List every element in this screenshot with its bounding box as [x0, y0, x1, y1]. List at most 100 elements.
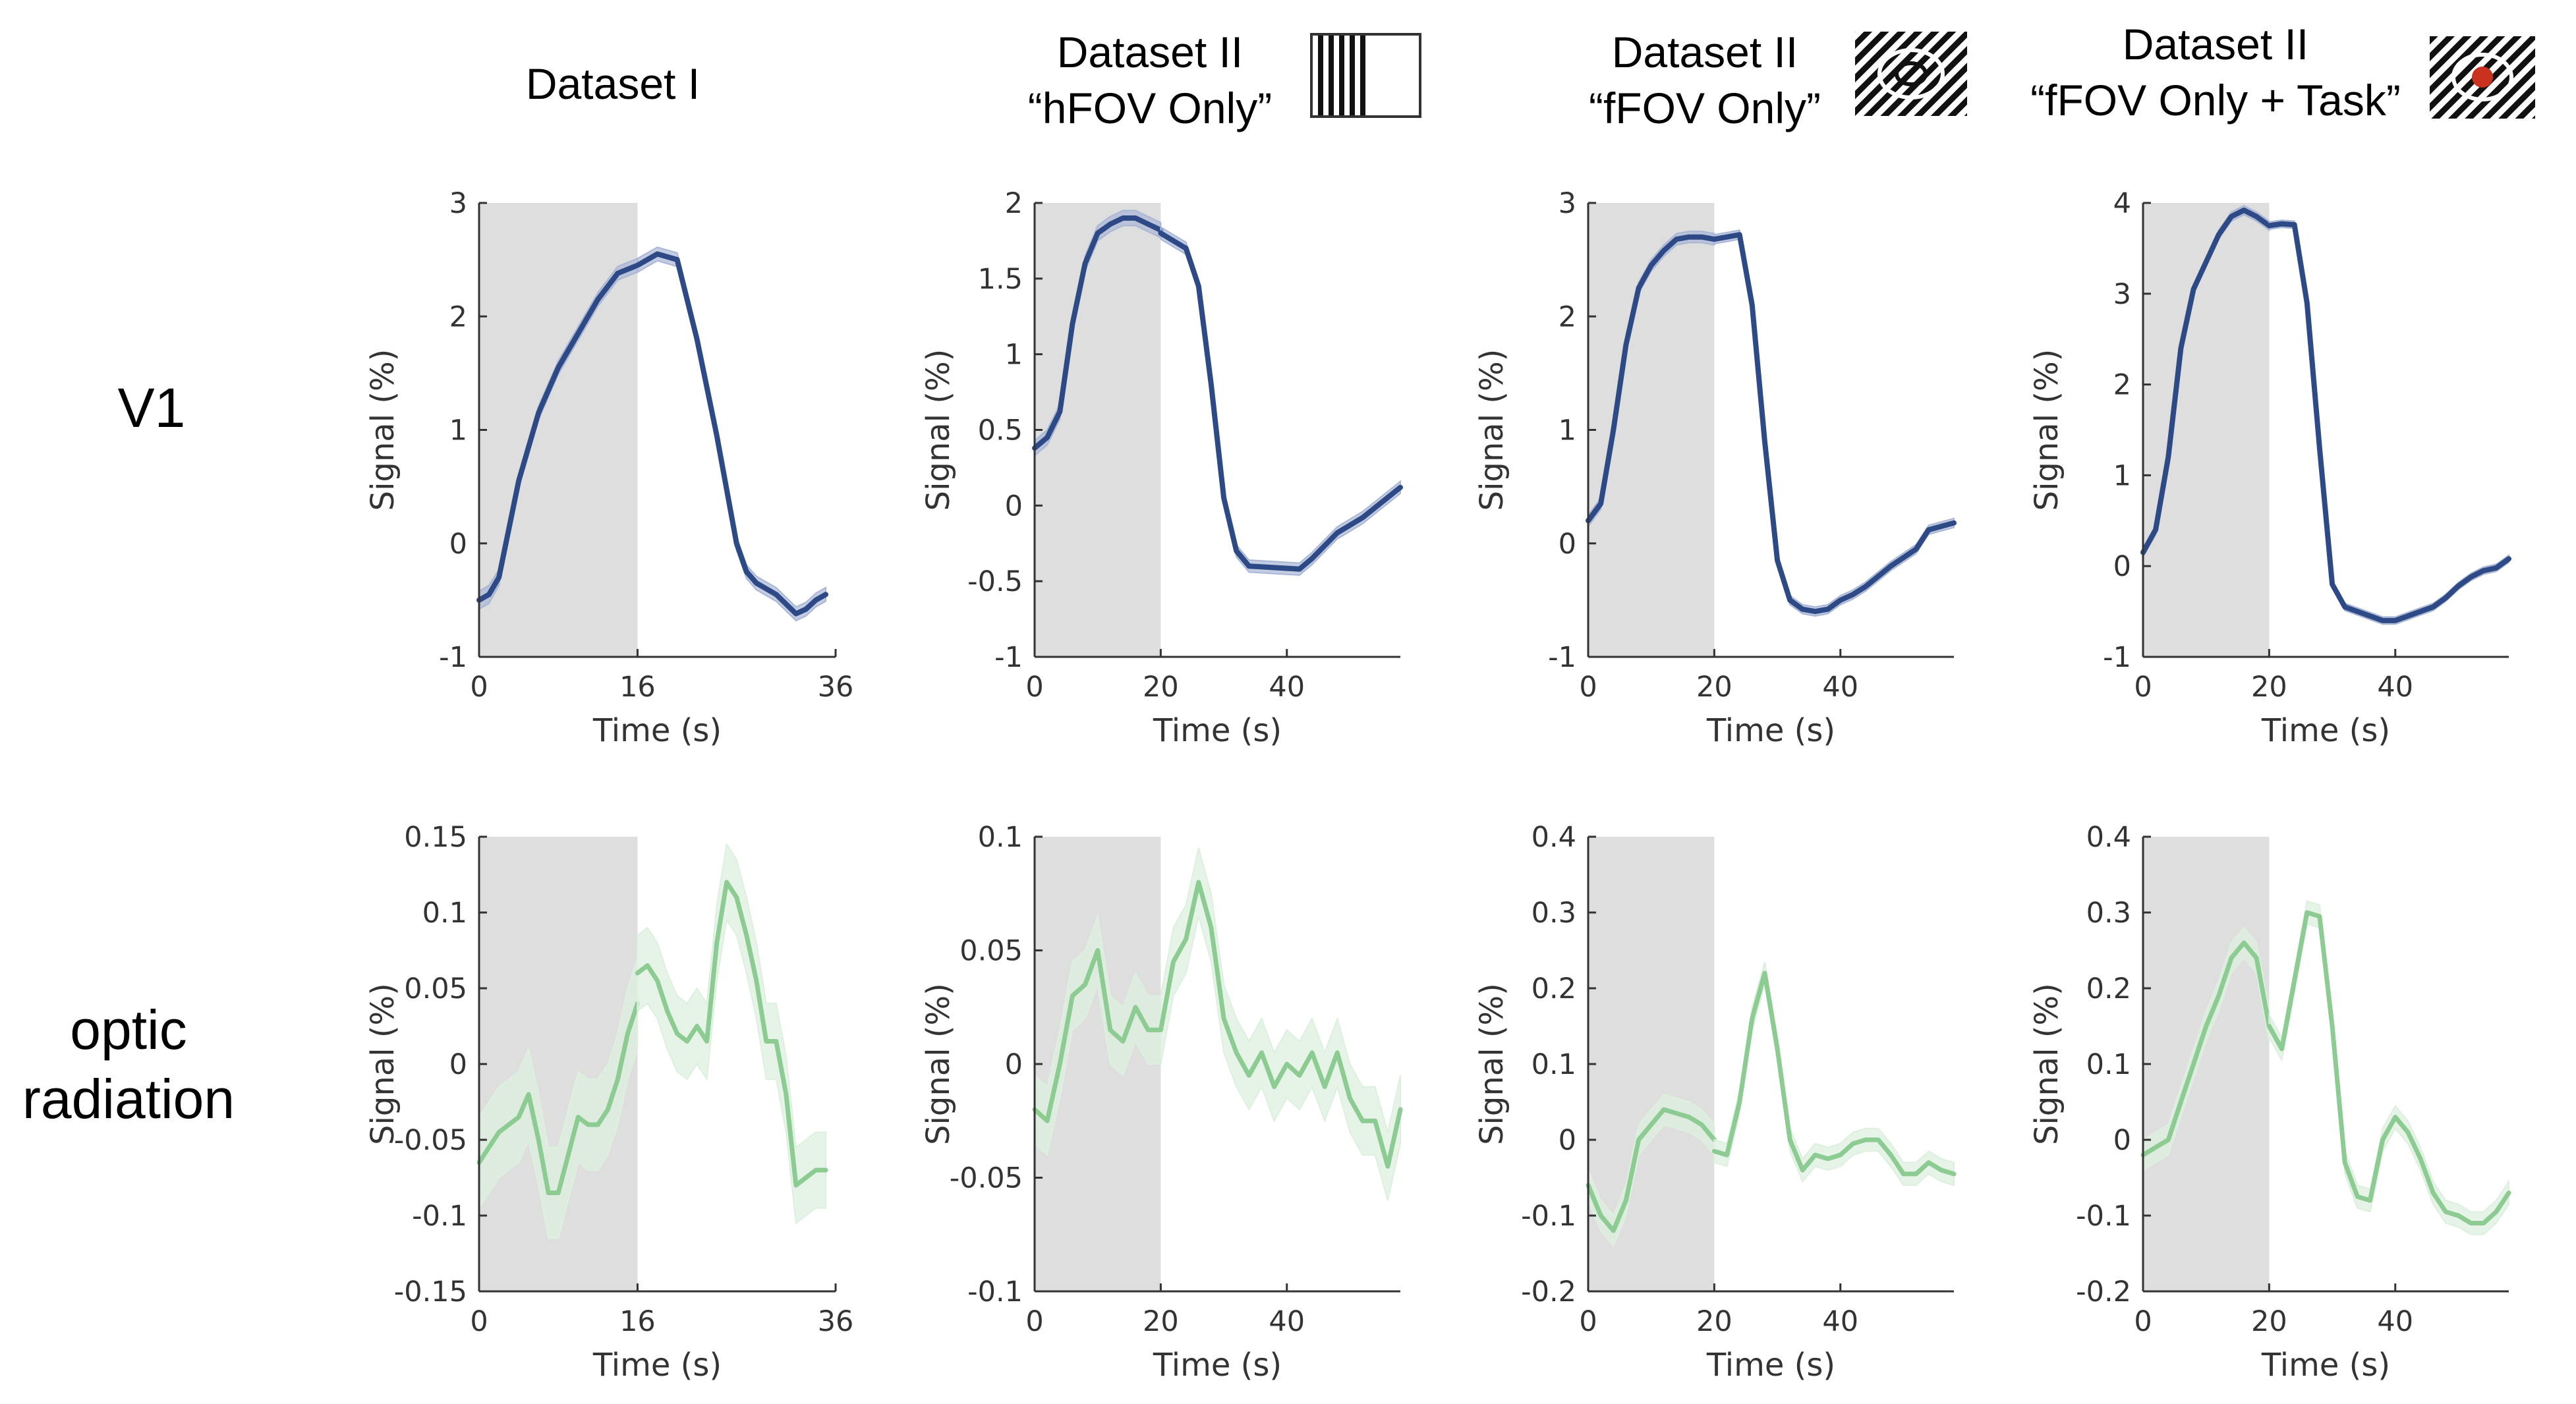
data-point — [1260, 1051, 1263, 1054]
x-axis-label: Time (s) — [592, 712, 722, 749]
data-point — [547, 1191, 550, 1194]
data-point — [1902, 1172, 1905, 1175]
data-point — [2356, 610, 2359, 613]
row-label-v1: V1 — [118, 377, 186, 439]
data-point — [1953, 521, 1955, 524]
data-point — [1235, 549, 1238, 553]
data-point — [1122, 1040, 1124, 1043]
data-point — [1083, 983, 1087, 986]
data-point — [2167, 455, 2170, 459]
y-tick-label: 0.2 — [2086, 972, 2131, 1005]
data-point — [2457, 1214, 2460, 1217]
data-point — [2381, 619, 2384, 622]
y-tick-label: -0.5 — [967, 565, 1023, 598]
data-point — [1789, 1138, 1792, 1141]
data-point — [774, 1040, 778, 1043]
data-point — [1700, 235, 1703, 239]
data-point — [1046, 436, 1049, 439]
data-point — [705, 1040, 708, 1043]
x-tick-label: 40 — [1269, 1305, 1305, 1338]
data-point — [1373, 1119, 1377, 1123]
y-tick-label: -0.1 — [412, 1200, 467, 1233]
y-tick-label: 3 — [449, 187, 467, 220]
column-title-ffov-line2: “fFOV Only” — [1589, 84, 1821, 132]
y-tick-label: -0.2 — [2076, 1276, 2131, 1308]
series-line-1 — [2266, 910, 2511, 1225]
data-point — [1939, 1169, 1943, 1171]
data-point — [1311, 557, 1313, 560]
stimulus-block — [2143, 837, 2270, 1291]
data-point — [2507, 557, 2510, 561]
data-point — [1172, 960, 1175, 963]
y-tick-label: -1 — [1548, 641, 1576, 674]
data-point — [1662, 1108, 1665, 1111]
data-point — [1209, 926, 1213, 929]
data-point — [2217, 233, 2220, 237]
y-tick-label: 2 — [1559, 300, 1576, 333]
data-point — [1713, 1150, 1716, 1153]
data-point — [1083, 262, 1087, 265]
data-point — [1864, 1138, 1867, 1141]
data-point — [1624, 343, 1628, 347]
data-point — [557, 366, 560, 369]
data-point — [2406, 615, 2409, 617]
x-axis-label: Time (s) — [1706, 712, 1835, 749]
data-point — [755, 979, 758, 982]
data-point — [596, 298, 600, 301]
y-tick-label: 1 — [2113, 459, 2131, 492]
x-tick-label: 40 — [1822, 1305, 1858, 1338]
data-point — [745, 570, 748, 573]
x-tick-label: 0 — [1579, 1305, 1597, 1338]
y-tick-label: 0.05 — [959, 935, 1023, 968]
y-tick-label: 2 — [2113, 369, 2131, 402]
data-point — [1071, 994, 1074, 997]
chart-panel-optic-radiation-ffov-task: -0.2 -0.1 0 0.1 0.2 0.3 0.4 0 20 40 Time (s) Signal… — [2028, 821, 2511, 1384]
data-point — [1688, 235, 1691, 239]
data-point — [1612, 428, 1615, 432]
y-tick-label: 0.4 — [1531, 821, 1576, 854]
y-tick-label: -1 — [994, 641, 1023, 674]
data-point — [1399, 486, 1402, 489]
y-tick-label: -0.05 — [950, 1162, 1023, 1195]
data-point — [1864, 585, 1867, 588]
data-point — [537, 411, 540, 414]
data-point — [2230, 215, 2233, 218]
y-tick-label: 0.3 — [2086, 897, 2131, 930]
y-tick-label: -0.1 — [967, 1276, 1023, 1308]
data-point — [695, 1025, 699, 1028]
data-point — [1147, 1028, 1150, 1032]
data-point — [764, 1040, 768, 1043]
data-point — [1649, 1123, 1653, 1126]
data-point — [537, 1138, 540, 1141]
row-label-optic-radiation-line1: optic — [70, 999, 186, 1061]
data-point — [1071, 322, 1074, 325]
data-point — [1273, 566, 1276, 569]
series-line-1 — [1711, 232, 1957, 615]
data-point — [1222, 496, 1226, 499]
data-point — [488, 1146, 490, 1149]
x-tick-label: 16 — [619, 1305, 656, 1338]
data-point — [814, 598, 817, 602]
data-point — [735, 542, 738, 545]
x-axis-label: Time (s) — [1153, 712, 1282, 749]
data-point — [2293, 979, 2296, 982]
y-tick-label: -0.2 — [1521, 1276, 1576, 1308]
data-point — [715, 941, 718, 944]
series-line-1 — [2266, 221, 2511, 623]
data-point — [1399, 1108, 1402, 1111]
y-tick-label: -0.15 — [394, 1276, 467, 1308]
data-point — [2243, 209, 2246, 211]
y-axis-label: Signal (%) — [2028, 349, 2065, 511]
x-tick-label: 40 — [2377, 1305, 2413, 1338]
data-point — [2293, 223, 2296, 227]
data-point — [1361, 516, 1364, 519]
data-point — [2393, 1115, 2397, 1119]
error-band-0 — [2142, 926, 2270, 1171]
data-point — [1612, 1229, 1615, 1232]
data-point — [774, 593, 778, 596]
data-point — [1776, 1048, 1779, 1050]
x-axis-label: Time (s) — [592, 1347, 722, 1384]
data-point — [1814, 610, 1817, 613]
